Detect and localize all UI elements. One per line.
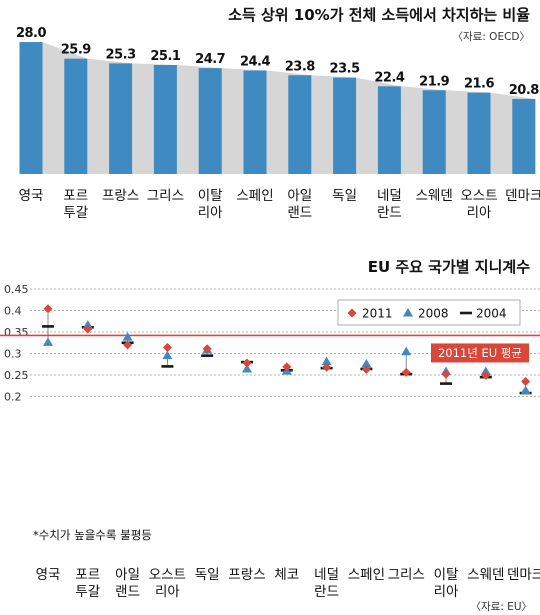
x-category-label-0: 영국: [36, 567, 61, 583]
bar-value-label-11: 20.8: [509, 83, 540, 98]
bar-category-label-8: 네덜 란드: [377, 188, 402, 221]
y-tick-label-4: 0.25: [4, 369, 29, 382]
x-category-label-2: 아일 랜드: [115, 567, 140, 600]
top-chart-title: 소득 상위 10%가 전체 소득에서 차지하는 비율: [228, 6, 530, 24]
point-2008-1: [82, 320, 93, 329]
bar-value-label-3: 25.1: [150, 49, 181, 64]
bar-value-label-2: 25.3: [106, 47, 137, 62]
bar-value-label-5: 24.4: [240, 55, 271, 70]
bar-category-label-3: 그리스: [147, 188, 184, 204]
bar-3: [153, 64, 177, 174]
point-2011-7: [322, 362, 332, 372]
point-2011-0: [43, 304, 53, 314]
bottom-chart-source: 〈자료: EU〉: [470, 601, 532, 613]
eu-average-label-box: [431, 343, 529, 363]
point-2008-8: [361, 358, 372, 368]
point-2011-9: [401, 367, 411, 377]
x-category-label-5: 프랑스: [228, 567, 265, 583]
point-2008-5: [242, 363, 252, 373]
x-category-label-6: 체코: [274, 567, 299, 583]
point-2004-3: [161, 365, 174, 368]
y-tick-label-0: 0.45: [4, 283, 29, 296]
bar-0: [19, 42, 43, 174]
chart-note: *수치가 높을수록 불평등: [33, 528, 152, 542]
point-2008-12: [520, 385, 531, 394]
x-category-label-7: 네덜 란드: [314, 567, 339, 600]
point-2008-2: [122, 332, 133, 341]
top-chart-source: 〈자료: OECD〉: [452, 31, 530, 43]
point-2004-0: [42, 325, 54, 328]
point-2008-3: [162, 350, 173, 360]
eu-average-label: 2011년 EU 평균: [438, 346, 522, 360]
legend-box: [337, 299, 521, 326]
bar-11: [512, 98, 536, 174]
eu-gini-scatter-chart: EU 주요 국가별 지니계수 0.45 0.4 0.35 0.3 0.25 0.2 2011년…: [0, 258, 540, 613]
point-2008-11: [480, 366, 491, 376]
bar-9: [422, 90, 446, 174]
bar-value-label-0: 28.0: [16, 26, 47, 41]
bar-2: [109, 63, 133, 174]
y-tick-label-2: 0.35: [4, 326, 29, 339]
point-2011-4: [202, 344, 212, 354]
y-tick-label-5: 0.2: [4, 391, 22, 404]
point-2011-11: [481, 370, 491, 380]
bar-category-label-0: 영국: [19, 188, 44, 204]
point-2004-10: [440, 382, 452, 385]
y-tick-label-1: 0.4: [4, 305, 22, 318]
bar-10: [467, 92, 491, 174]
bar-value-label-8: 22.4: [374, 70, 405, 85]
point-2011-3: [162, 342, 172, 352]
bar-category-label-7: 독일: [332, 188, 357, 204]
bar-category-label-5: 스페인: [236, 188, 273, 204]
point-2011-5: [242, 358, 252, 368]
bar-category-label-4: 이탈 리아: [198, 188, 223, 221]
bar-value-label-10: 21.6: [464, 77, 495, 92]
legend-marker-2008: [403, 308, 413, 317]
bar-4: [198, 68, 222, 174]
y-tick-label-3: 0.3: [4, 348, 22, 361]
x-category-label-11: 스웨덴: [467, 567, 504, 583]
point-2008-9: [401, 346, 412, 356]
bar-value-label-4: 24.7: [195, 52, 226, 67]
bar-category-label-6: 아일 랜드: [287, 188, 312, 221]
bar-6: [288, 75, 312, 174]
bar-category-label-11: 덴마크: [505, 188, 540, 204]
point-2011-1: [83, 324, 93, 334]
point-2011-8: [361, 364, 371, 374]
x-category-label-4: 독일: [195, 567, 220, 583]
bar-category-label-10: 오스트 리아: [460, 188, 497, 221]
point-2008-7: [321, 356, 332, 366]
point-2011-6: [282, 362, 292, 372]
bar-value-label-9: 21.9: [419, 74, 450, 89]
bar-value-label-6: 23.8: [285, 59, 316, 74]
top-income-share-bar-chart: 소득 상위 10%가 전체 소득에서 차지하는 비율 〈자료: OECD〉 28.0…: [16, 6, 540, 221]
bar-value-label-7: 23.5: [330, 62, 361, 77]
bar-8: [377, 86, 401, 174]
point-2011-2: [123, 340, 133, 350]
legend-marker-2011: [347, 308, 357, 318]
x-category-label-3: 오스트 리아: [149, 567, 186, 600]
bottom-chart-title: EU 주요 국가별 지니계수: [368, 258, 530, 276]
point-2008-0: [43, 337, 53, 346]
legend-label-2008: 2008: [418, 307, 449, 321]
x-category-label-9: 그리스: [388, 567, 425, 583]
legend-marker-2004: [460, 311, 472, 315]
bar-category-label-9: 스웨덴: [416, 188, 453, 204]
x-category-label-8: 스페인: [348, 567, 385, 583]
bar-5: [243, 70, 267, 174]
x-category-label-1: 포르 투갈: [75, 567, 100, 600]
bar-category-label-1: 포르 투갈: [63, 188, 88, 221]
bar-7: [333, 77, 357, 174]
point-2011-12: [521, 376, 531, 386]
legend-label-2011: 2011: [362, 307, 393, 321]
point-2011-10: [441, 369, 451, 379]
bar-category-label-2: 프랑스: [102, 188, 139, 204]
legend-label-2004: 2004: [476, 307, 507, 321]
bar-1: [64, 58, 88, 174]
bar-value-label-1: 25.9: [61, 43, 92, 58]
x-category-label-10: 이탈 리아: [434, 567, 459, 600]
point-2004-4: [201, 354, 214, 357]
x-category-label-12: 덴마크: [507, 567, 540, 583]
